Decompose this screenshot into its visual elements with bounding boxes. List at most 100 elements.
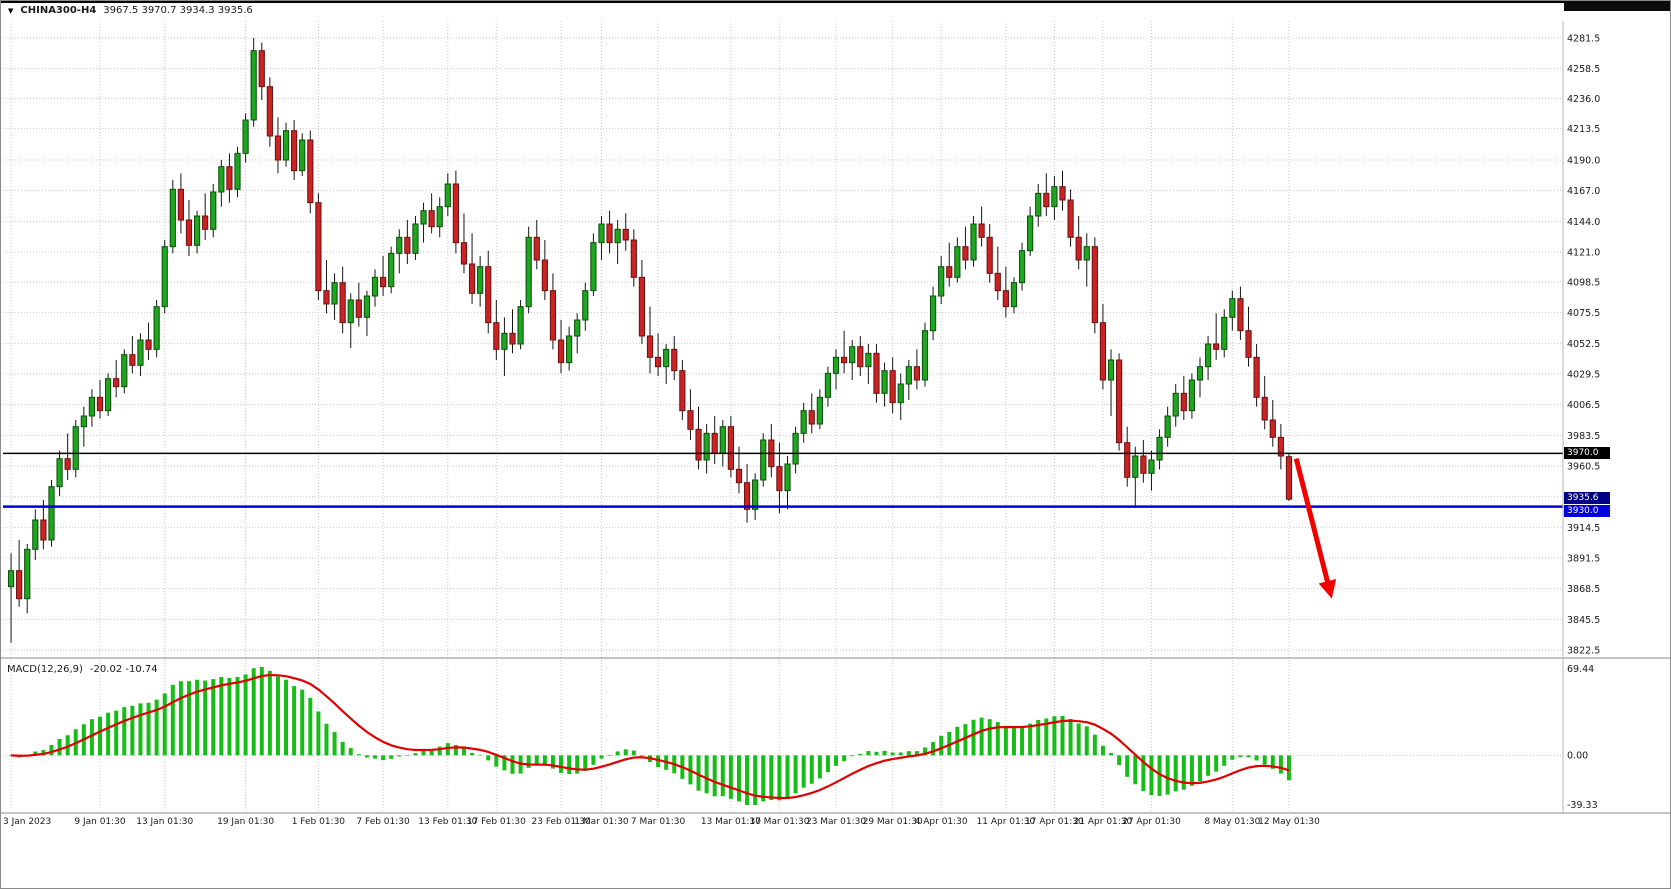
macd-histogram-bar: [381, 755, 386, 761]
macd-histogram-bar: [178, 681, 183, 756]
price-tick-label: 3960.5: [1567, 462, 1600, 473]
macd-histogram-bar: [890, 752, 895, 756]
candle-body: [663, 348, 670, 368]
candle-body: [525, 236, 532, 308]
macd-histogram-bar: [971, 719, 976, 756]
candle-body: [420, 210, 427, 225]
candle-body: [96, 396, 104, 412]
macd-histogram-bar: [559, 755, 564, 773]
macd-histogram-bar: [1060, 715, 1065, 756]
candle-body: [1204, 343, 1212, 368]
candle-body: [727, 426, 734, 470]
macd-histogram-bar: [615, 751, 620, 756]
macd-histogram-bar: [639, 755, 644, 757]
macd-histogram-bar: [453, 745, 458, 756]
macd-histogram-bar: [793, 755, 798, 794]
candle-body: [64, 458, 71, 470]
candle-body: [1059, 186, 1066, 201]
candle-body: [897, 383, 904, 404]
macd-histogram-bar: [389, 755, 394, 759]
date-label: 19 Jan 01:30: [217, 817, 274, 827]
macd-histogram-bar: [186, 681, 191, 756]
candle-body: [218, 166, 225, 193]
macd-histogram-bar: [1076, 723, 1081, 756]
candle-body: [1083, 246, 1090, 261]
trend-arrow-head[interactable]: [1318, 579, 1337, 599]
macd-histogram-bar: [1189, 755, 1194, 786]
price-tick-label: 3822.5: [1567, 646, 1600, 657]
price-tick-label: 4098.5: [1567, 278, 1600, 289]
candle-body: [784, 463, 791, 492]
candle-body: [913, 366, 921, 381]
macd-axis-label: 69.44: [1567, 664, 1594, 675]
candle-body: [1229, 298, 1236, 318]
candle-body: [1027, 215, 1034, 252]
candle-body: [1285, 456, 1293, 500]
candle-body: [1002, 290, 1009, 308]
macd-histogram-bar: [494, 755, 499, 767]
macd-histogram-bar: [575, 755, 580, 774]
candle-body: [274, 135, 282, 161]
candle-body: [800, 410, 807, 434]
macd-histogram-bar: [122, 707, 127, 756]
macd-histogram-bar: [106, 712, 111, 756]
macd-histogram-bar: [114, 710, 119, 756]
macd-histogram-bar: [1109, 753, 1114, 756]
candle-body: [339, 282, 346, 324]
macd-histogram-bar: [1173, 755, 1178, 792]
macd-histogram-bar: [704, 755, 709, 794]
macd-histogram-bar: [550, 755, 555, 769]
candle-body: [566, 335, 573, 364]
macd-histogram-bar: [340, 741, 345, 756]
macd-histogram-bar: [591, 755, 596, 765]
candle-body: [752, 479, 759, 510]
date-label: 13 Jan 01:30: [136, 817, 193, 827]
candle-body: [493, 322, 500, 350]
macd-histogram-bar: [348, 748, 353, 756]
macd-histogram-bar: [195, 679, 200, 756]
price-tick-label: 3914.5: [1567, 523, 1600, 534]
macd-histogram-bar: [858, 753, 863, 756]
candle-body: [1140, 455, 1147, 474]
candle-body: [452, 183, 459, 244]
candle-body: [80, 415, 87, 428]
window-controls-strip[interactable]: [1564, 1, 1670, 11]
candle-body: [671, 348, 678, 372]
price-tick-label: 3868.5: [1567, 584, 1600, 595]
candle-body: [760, 439, 767, 481]
macd-histogram-bar: [567, 755, 572, 775]
candle-body: [1091, 246, 1098, 324]
date-label: 17 Mar 01:30: [749, 817, 809, 827]
candle-body: [792, 432, 799, 465]
date-label: 13 Mar 01:30: [701, 817, 761, 827]
symbol-name: CHINA300-H4: [20, 5, 97, 16]
date-label: 3 Jan 2023: [3, 817, 51, 827]
macd-histogram-bar: [421, 750, 426, 756]
candle-body: [1164, 415, 1171, 438]
macd-histogram-bar: [170, 684, 175, 756]
price-tick-label: 3983.5: [1567, 431, 1600, 442]
macd-histogram-bar: [656, 755, 661, 768]
macd-histogram-bar: [154, 699, 159, 756]
candle-body: [363, 295, 371, 318]
candle-body: [153, 306, 160, 350]
candle-body: [129, 354, 136, 366]
candle-body: [978, 223, 985, 238]
chart-title-overlay: ▼ CHINA300-H4 3967.5 3970.7 3934.3 3935.…: [8, 5, 253, 16]
date-label: 21 Apr 01:30: [1074, 817, 1133, 827]
macd-histogram-bar: [1100, 745, 1105, 756]
macd-histogram-bar: [825, 755, 830, 773]
macd-histogram-bar: [1044, 718, 1049, 756]
macd-histogram-bar: [607, 755, 612, 756]
candle-body: [1213, 343, 1220, 350]
macd-histogram-bar: [712, 755, 717, 797]
candle-body: [1075, 236, 1082, 261]
macd-histogram-bar: [963, 724, 968, 756]
trend-arrow-shaft[interactable]: [1293, 458, 1332, 590]
ohlc-values: 3967.5 3970.7 3934.3 3935.6: [103, 5, 253, 16]
macd-histogram-bar: [623, 749, 628, 756]
candle-body: [1116, 359, 1123, 444]
symbol-dropdown-icon[interactable]: ▼: [8, 6, 14, 15]
macd-histogram-bar: [696, 755, 701, 791]
